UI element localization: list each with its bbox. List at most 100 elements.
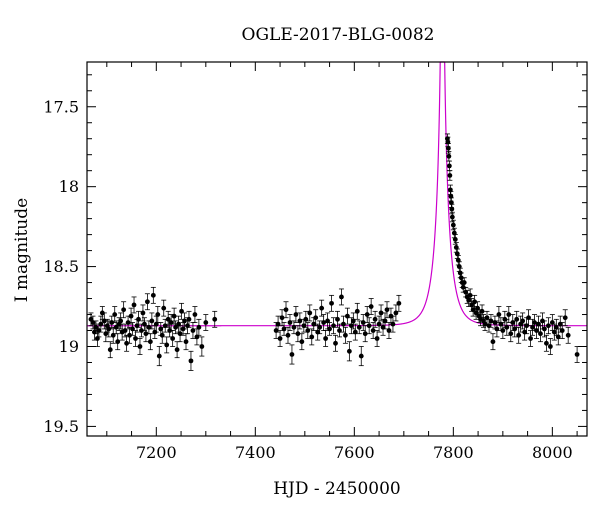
data-point xyxy=(147,333,153,351)
point-marker xyxy=(526,315,531,321)
point-marker xyxy=(313,315,319,321)
y-tick-label: 18 xyxy=(59,177,79,196)
data-point xyxy=(547,338,553,355)
point-marker xyxy=(203,320,209,325)
axis-ticks: 7200 7400 7600 7800 8000 17.5 18 18.5 19 19.5 xyxy=(43,62,587,462)
point-marker xyxy=(356,324,362,330)
data-point xyxy=(447,184,453,196)
data-point xyxy=(173,320,179,335)
data-point xyxy=(456,261,462,272)
point-marker xyxy=(396,300,402,306)
data-point xyxy=(449,211,455,223)
point-marker xyxy=(171,313,177,319)
point-marker xyxy=(506,312,512,317)
point-marker xyxy=(156,353,162,359)
data-point xyxy=(110,326,116,344)
point-marker xyxy=(472,299,478,305)
data-point xyxy=(106,320,112,338)
point-marker xyxy=(303,316,309,322)
data-point xyxy=(325,312,331,330)
data-point xyxy=(376,315,382,333)
point-marker xyxy=(346,348,352,354)
point-marker xyxy=(488,318,494,324)
y-tick-label: 17.5 xyxy=(43,97,79,116)
point-marker xyxy=(279,315,285,321)
data-point xyxy=(203,314,209,331)
data-point xyxy=(374,330,380,347)
data-point xyxy=(528,330,534,347)
data-point xyxy=(344,307,350,325)
data-point xyxy=(366,317,372,335)
data-point xyxy=(299,333,305,351)
data-point xyxy=(149,312,155,330)
point-marker xyxy=(341,321,346,327)
data-point xyxy=(356,320,362,335)
point-marker xyxy=(150,292,156,298)
point-marker xyxy=(212,316,218,322)
point-marker xyxy=(199,344,205,349)
point-marker xyxy=(504,324,510,330)
point-marker xyxy=(368,304,374,309)
data-point xyxy=(467,288,473,303)
point-marker xyxy=(343,332,348,338)
data-point xyxy=(199,336,205,357)
data-point xyxy=(159,326,165,344)
data-point xyxy=(368,298,374,315)
point-marker xyxy=(309,334,315,340)
point-marker xyxy=(133,336,138,341)
point-marker xyxy=(520,318,526,324)
data-point xyxy=(177,325,183,343)
chart-title: OGLE-2017-BLG-0082 xyxy=(242,25,435,45)
data-point xyxy=(124,334,130,352)
point-marker xyxy=(109,320,115,325)
point-marker xyxy=(281,326,287,332)
point-marker xyxy=(317,324,323,330)
data-point xyxy=(346,341,352,362)
point-marker xyxy=(136,316,141,322)
data-point xyxy=(289,344,295,365)
point-marker xyxy=(350,318,356,324)
point-marker xyxy=(113,324,119,330)
point-marker xyxy=(490,339,496,345)
data-point xyxy=(196,318,202,336)
data-points-group xyxy=(88,133,580,371)
point-marker xyxy=(538,331,543,337)
plot-frame xyxy=(86,61,588,437)
data-point xyxy=(448,197,454,208)
data-point xyxy=(190,322,196,339)
point-marker xyxy=(386,328,392,333)
point-marker xyxy=(382,318,388,324)
point-marker xyxy=(339,294,344,300)
point-marker xyxy=(384,307,390,313)
data-point xyxy=(305,322,311,339)
point-marker xyxy=(542,326,547,332)
data-point xyxy=(121,301,127,319)
data-point xyxy=(150,286,156,304)
data-point xyxy=(448,191,454,202)
point-marker xyxy=(555,334,561,340)
point-marker xyxy=(496,312,502,317)
point-marker xyxy=(149,318,155,324)
data-point xyxy=(454,248,460,259)
point-marker xyxy=(121,307,127,313)
data-point xyxy=(384,301,390,319)
data-point xyxy=(135,310,141,328)
point-marker xyxy=(467,292,473,298)
point-marker xyxy=(188,358,194,364)
data-point xyxy=(131,296,137,314)
data-point xyxy=(112,306,118,323)
data-point xyxy=(338,288,344,306)
point-marker xyxy=(289,352,295,357)
point-marker xyxy=(170,336,176,341)
point-marker xyxy=(98,321,104,327)
y-tick-label: 18.5 xyxy=(43,257,79,276)
data-point xyxy=(170,330,176,347)
point-marker xyxy=(287,320,293,325)
data-point xyxy=(293,306,299,323)
data-point xyxy=(283,301,289,319)
y-tick-label: 19 xyxy=(59,337,79,356)
data-point xyxy=(319,299,325,317)
point-marker xyxy=(118,318,124,324)
point-marker xyxy=(277,336,283,341)
